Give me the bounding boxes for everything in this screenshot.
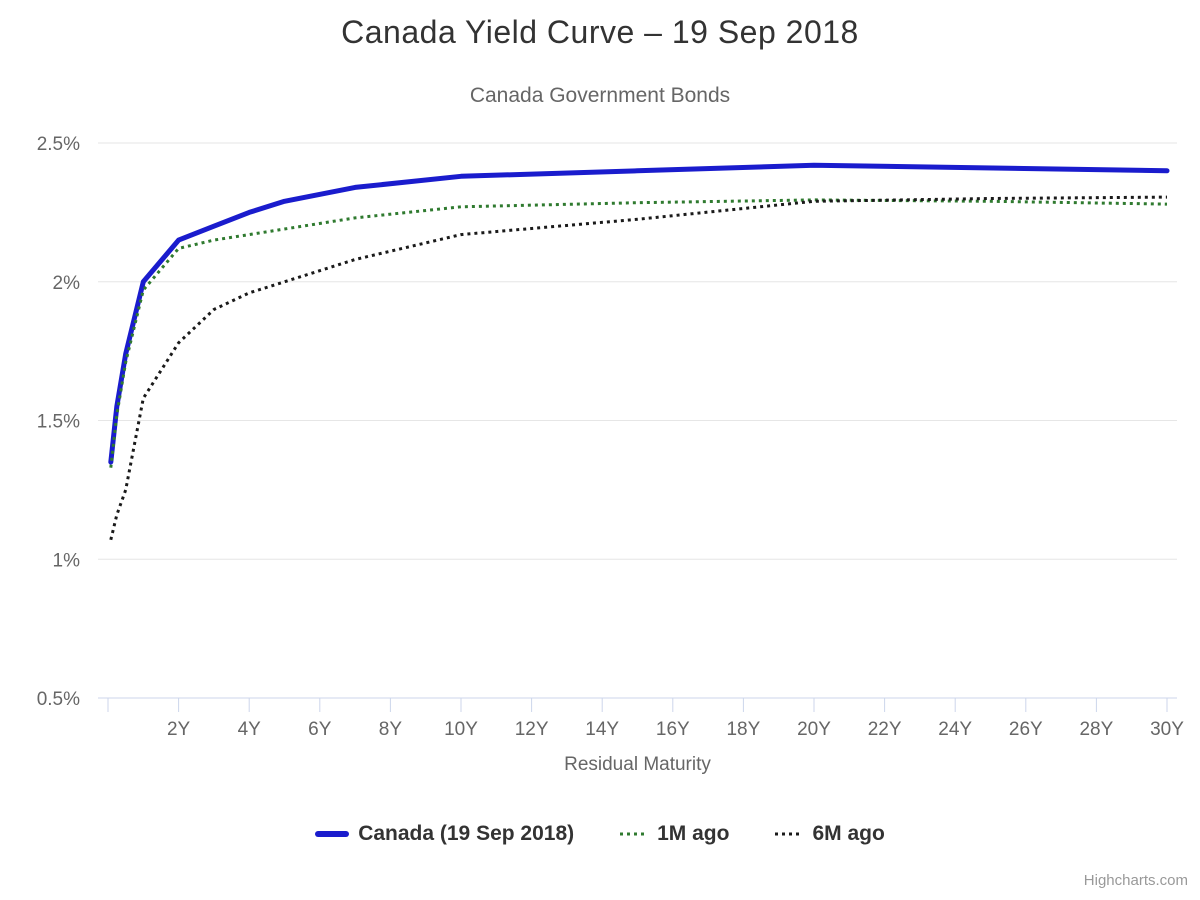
legend-item-1m-ago[interactable]: 1M ago: [618, 822, 729, 846]
x-axis-tick-label: 14Y: [585, 719, 619, 740]
x-axis-tick-label: 12Y: [515, 719, 549, 740]
x-axis-tick-label: 8Y: [379, 719, 403, 740]
x-axis-tick-label: 2Y: [167, 719, 191, 740]
legend: Canada (19 Sep 2018) 1M ago 6M ago: [0, 822, 1200, 846]
y-axis-tick-label: 2.5%: [37, 134, 80, 155]
x-axis-tick-label: 6Y: [308, 719, 332, 740]
x-axis-tick-label: 4Y: [238, 719, 262, 740]
x-axis-tick-label: 18Y: [726, 719, 760, 740]
legend-item-label: Canada (19 Sep 2018): [358, 822, 575, 845]
x-axis-tick-label: 10Y: [444, 719, 478, 740]
series-line-canada-19-sep-2018-[interactable]: [108, 162, 1170, 465]
credits-link[interactable]: Highcharts.com: [1083, 872, 1188, 889]
legend-marker-1m-ago: [620, 832, 649, 836]
x-axis-tick-label: 24Y: [938, 719, 972, 740]
x-axis-tick-label: 20Y: [797, 719, 831, 740]
legend-item-label: 6M ago: [812, 822, 885, 845]
y-axis-tick-label: 1.5%: [37, 412, 80, 433]
chart-subtitle: Canada Government Bonds: [469, 84, 731, 107]
legend-marker-canada: [315, 831, 350, 837]
x-axis-tick-label: 16Y: [656, 719, 690, 740]
x-axis-tick-label: 28Y: [1079, 719, 1113, 740]
y-axis-tick-label: 0.5%: [37, 689, 80, 710]
series-line-1m-ago[interactable]: [109, 198, 1168, 468]
legend-marker-6m-ago: [775, 832, 804, 836]
x-axis-title: Residual Maturity: [564, 754, 711, 775]
legend-item-6m-ago[interactable]: 6M ago: [773, 822, 885, 846]
y-axis-tick-label: 1%: [53, 550, 81, 571]
series-line-6m-ago[interactable]: [109, 195, 1168, 541]
x-axis-tick-label: 22Y: [868, 719, 902, 740]
y-axis-tick-label: 2%: [53, 273, 81, 294]
legend-item-canada[interactable]: Canada (19 Sep 2018): [315, 822, 574, 846]
legend-item-label: 1M ago: [657, 822, 730, 845]
chart-title: Canada Yield Curve – 19 Sep 2018: [341, 14, 859, 50]
x-axis-tick-label: 26Y: [1009, 719, 1043, 740]
x-axis-tick-label: 30Y: [1150, 719, 1184, 740]
